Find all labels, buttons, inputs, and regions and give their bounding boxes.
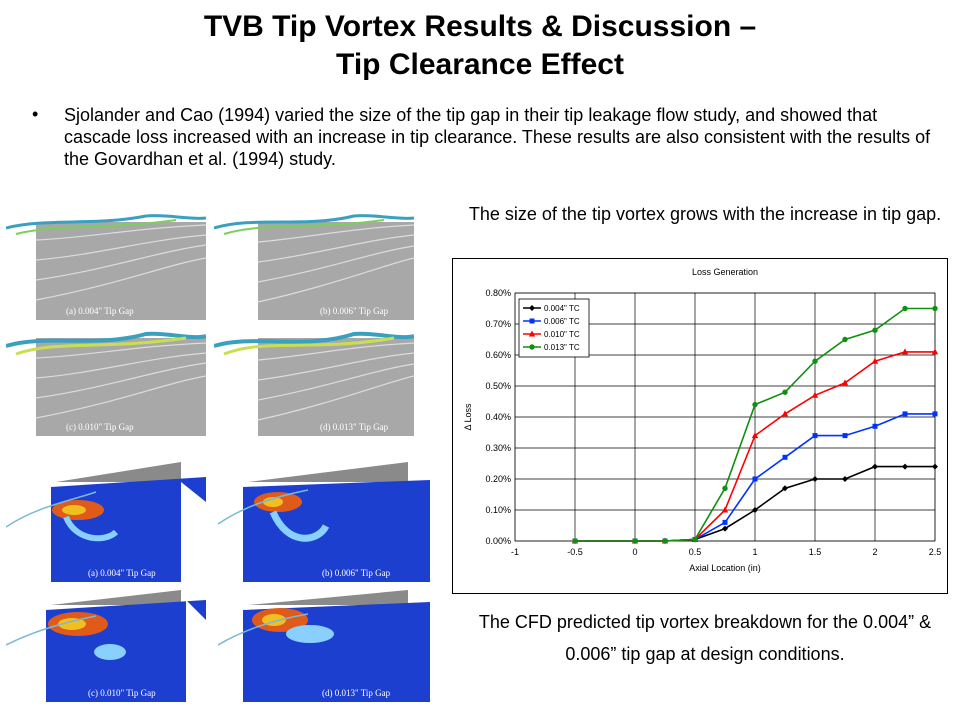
legend-marker [529,344,535,350]
data-point [752,476,758,482]
data-point [751,432,759,439]
data-point [842,336,848,343]
streamline-image-b [214,214,414,320]
x-axis-label: Axial Location (in) [689,563,761,573]
data-point [901,348,909,355]
panel-label-a: (a) 0.004" Tip Gap [66,306,134,316]
streamline-image-d [214,331,414,436]
data-point [902,305,908,312]
data-point [782,454,788,460]
x-tick-label: 1 [752,547,757,557]
y-tick-label: 0.80% [485,288,511,298]
data-point [781,410,789,417]
x-tick-label: 1.5 [809,547,822,557]
data-point [902,411,908,417]
data-point [932,305,938,312]
x-tick-label: -1 [511,547,519,557]
contour-panel-a: (a) 0.004" Tip Gap [6,462,216,582]
data-point [632,538,638,544]
y-axis-label: Δ Loss [463,403,473,431]
streamline-panel-b: (b) 0.006" Tip Gap [214,210,414,320]
panel-label-c: (c) 0.010" Tip Gap [66,422,134,432]
data-point [812,433,818,439]
contour-label-d: (d) 0.013" Tip Gap [322,688,391,698]
data-point [842,476,848,482]
data-point [872,463,878,470]
slide-title: TVB Tip Vortex Results & Discussion – Ti… [0,8,960,84]
contour-panel-b: (b) 0.006" Tip Gap [218,462,430,582]
data-point [692,536,698,543]
contour-image-a [6,462,206,582]
x-tick-label: 0.5 [689,547,702,557]
data-point [752,401,758,408]
data-point [782,389,788,395]
data-point [572,538,578,544]
data-point [782,485,788,492]
contour-label-b: (b) 0.006" Tip Gap [322,568,391,578]
legend-label: 0.013" TC [544,343,580,352]
title-line-1: TVB Tip Vortex Results & Discussion – [203,10,757,43]
y-tick-label: 0.20% [485,474,511,484]
contour-label-c: (c) 0.010" Tip Gap [88,688,156,698]
legend-label: 0.004" TC [544,304,580,313]
data-point [932,463,938,470]
data-point [721,506,729,513]
x-tick-label: -0.5 [567,547,583,557]
y-tick-label: 0.50% [485,381,511,391]
streamline-panel-d: (d) 0.013" Tip Gap [214,328,414,436]
y-tick-label: 0.60% [485,350,511,360]
legend-label: 0.010" TC [544,330,580,339]
legend-label: 0.006" TC [544,317,580,326]
caption-cfd-breakdown: The CFD predicted tip vortex breakdown f… [478,612,932,664]
y-tick-label: 0.30% [485,443,511,453]
streamline-image-c [6,331,206,436]
contour-panel-c: (c) 0.010" Tip Gap [6,590,216,702]
chart-title: Loss Generation [692,267,758,277]
data-point [871,357,879,364]
data-point [722,485,728,491]
data-point [932,411,938,417]
data-point [872,423,878,429]
y-tick-label: 0.10% [485,505,511,515]
data-point [812,476,818,482]
data-point [842,433,848,439]
caption-tip-vortex-size: The size of the tip vortex grows with th… [468,204,942,224]
data-point [902,463,908,470]
contour-image-b [218,462,430,582]
bullet-marker: • [32,104,39,124]
legend-marker [528,330,536,337]
data-point [662,538,668,544]
bullet-text: Sjolander and Cao (1994) varied the size… [64,105,931,169]
data-point [752,507,758,513]
legend-marker [529,305,535,311]
chart-svg: -1 -0.5 0 0.5 1 1.5 2 2.5 0.00% 0.10% 0.20% 0.30% 0.… [463,267,942,573]
contour-panel-d: (d) 0.013" Tip Gap [218,590,430,702]
legend-marker [529,318,535,324]
panel-label-d: (d) 0.013" Tip Gap [320,422,389,432]
contour-image-c [6,590,206,702]
data-point [811,391,819,398]
y-tick-label: 0.40% [485,412,511,422]
data-point [812,358,818,364]
y-tick-label: 0.70% [485,319,511,329]
x-tick-label: 0 [632,547,637,557]
streamline-image-a [6,214,206,320]
panel-label-b: (b) 0.006" Tip Gap [320,306,389,316]
series-line [575,307,935,542]
data-point [872,327,878,333]
loss-generation-chart: -1 -0.5 0 0.5 1 1.5 2 2.5 0.00% 0.10% 0.20% 0.30% 0.… [452,258,948,594]
data-point [722,519,728,525]
x-tick-label: 2.5 [929,547,942,557]
y-tick-label: 0.00% [485,536,511,546]
data-point [931,348,939,355]
data-point [841,379,849,386]
contour-image-d [218,590,430,702]
streamline-panel-c: (c) 0.010" Tip Gap [6,328,206,436]
data-point [722,525,728,532]
title-line-2: Tip Clearance Effect [336,48,624,81]
contour-label-a: (a) 0.004" Tip Gap [88,568,156,578]
x-tick-label: 2 [872,547,877,557]
streamline-panel-a: (a) 0.004" Tip Gap [6,210,206,320]
